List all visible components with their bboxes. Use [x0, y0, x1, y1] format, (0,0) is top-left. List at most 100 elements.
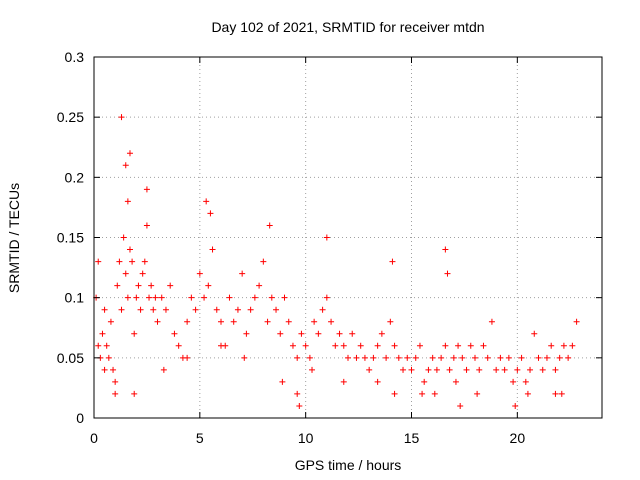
- data-point: [116, 258, 123, 265]
- data-point: [558, 390, 565, 397]
- data-point: [387, 318, 394, 325]
- data-point: [480, 342, 487, 349]
- data-point: [472, 354, 478, 361]
- data-point: [452, 378, 459, 385]
- data-point: [565, 354, 572, 361]
- data-point: [332, 342, 339, 349]
- data-point: [277, 330, 284, 337]
- y-tick-label: 0.15: [57, 230, 84, 246]
- data-point: [226, 294, 233, 301]
- data-point: [294, 354, 301, 361]
- data-point: [345, 354, 351, 361]
- data-point: [184, 354, 191, 361]
- data-point: [548, 342, 555, 349]
- data-point: [493, 366, 500, 373]
- data-point: [95, 258, 102, 265]
- data-point: [522, 378, 529, 385]
- x-tick-label: 5: [196, 430, 204, 446]
- x-axis-label: GPS time / hours: [295, 457, 402, 473]
- x-tick-label: 0: [90, 430, 98, 446]
- data-point: [474, 390, 481, 397]
- data-point: [463, 366, 470, 373]
- data-point: [160, 366, 167, 373]
- data-point: [535, 354, 542, 361]
- data-point: [143, 222, 150, 229]
- data-point: [95, 342, 102, 349]
- data-point: [175, 342, 182, 349]
- data-point: [425, 366, 432, 373]
- data-point: [357, 342, 364, 349]
- data-point: [124, 294, 131, 301]
- data-point: [510, 378, 517, 385]
- data-point: [103, 342, 110, 349]
- data-point: [400, 366, 407, 373]
- data-point: [131, 390, 138, 397]
- data-point: [150, 306, 157, 313]
- data-point: [419, 390, 426, 397]
- data-point: [243, 330, 250, 337]
- data-point: [129, 258, 136, 265]
- data-point: [433, 366, 440, 373]
- data-point: [188, 294, 195, 301]
- data-point: [99, 330, 106, 337]
- data-point: [416, 342, 423, 349]
- y-axis-label: SRMTID / TECUs: [6, 183, 22, 293]
- data-point: [450, 354, 457, 361]
- data-point: [389, 258, 396, 265]
- data-point: [497, 354, 504, 361]
- data-point: [459, 354, 466, 361]
- x-tick-label: 15: [404, 430, 420, 446]
- data-point: [539, 366, 546, 373]
- data-point: [323, 234, 330, 241]
- data-point: [234, 306, 241, 313]
- data-point: [260, 258, 267, 265]
- data-point: [107, 318, 114, 325]
- data-point: [154, 318, 161, 325]
- data-point: [524, 390, 531, 397]
- data-point: [148, 282, 155, 289]
- data-point: [552, 366, 559, 373]
- data-point: [501, 366, 508, 373]
- data-point: [294, 390, 301, 397]
- data-point: [205, 282, 212, 289]
- data-point: [374, 378, 381, 385]
- y-tick-labels: 0 0.05 0.1 0.15 0.2 0.25 0.3: [57, 49, 84, 426]
- data-point: [383, 354, 390, 361]
- data-point: [207, 210, 214, 217]
- data-point: [218, 318, 224, 325]
- data-point: [421, 378, 428, 385]
- data-point: [133, 294, 140, 301]
- data-point: [408, 366, 415, 373]
- data-point: [126, 150, 133, 157]
- data-point: [281, 294, 288, 301]
- data-point: [531, 330, 538, 337]
- data-point: [467, 342, 474, 349]
- data-point: [404, 354, 411, 361]
- y-tick-label: 0.25: [57, 109, 84, 125]
- data-point: [527, 366, 534, 373]
- data-point: [162, 306, 169, 313]
- data-point: [218, 342, 224, 349]
- y-tick-label: 0.05: [57, 350, 84, 366]
- data-point: [560, 342, 567, 349]
- data-point: [213, 306, 220, 313]
- data-point: [131, 330, 138, 337]
- data-point: [192, 306, 199, 313]
- data-point: [251, 294, 258, 301]
- data-point: [319, 306, 326, 313]
- data-point: [374, 342, 381, 349]
- data-point: [323, 294, 330, 301]
- data-point: [143, 186, 150, 193]
- data-point: [118, 306, 125, 313]
- data-point: [505, 354, 512, 361]
- data-point: [126, 246, 133, 253]
- data-point: [122, 162, 129, 169]
- data-point: [146, 294, 153, 301]
- data-point: [122, 270, 129, 277]
- data-point: [296, 402, 303, 409]
- data-point: [110, 366, 117, 373]
- data-point: [484, 354, 491, 361]
- data-point: [118, 114, 125, 121]
